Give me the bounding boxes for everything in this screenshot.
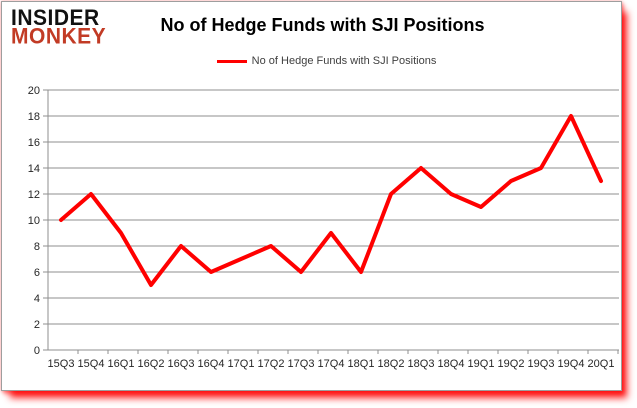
svg-text:18Q4: 18Q4 (438, 358, 465, 370)
svg-text:10: 10 (28, 215, 40, 227)
svg-text:16Q2: 16Q2 (138, 358, 165, 370)
svg-text:12: 12 (28, 189, 40, 201)
svg-text:16Q1: 16Q1 (108, 358, 135, 370)
svg-text:19Q2: 19Q2 (498, 358, 525, 370)
svg-text:16Q3: 16Q3 (168, 358, 195, 370)
chart-card: INSIDER MONKEY No of Hedge Funds with SJ… (1, 1, 622, 391)
svg-text:18: 18 (28, 111, 40, 123)
svg-text:20: 20 (28, 85, 40, 97)
svg-text:17Q2: 17Q2 (258, 358, 285, 370)
insider-monkey-logo: INSIDER MONKEY (11, 5, 107, 50)
svg-text:17Q1: 17Q1 (228, 358, 255, 370)
svg-text:4: 4 (34, 293, 40, 305)
axis-ticks (43, 89, 619, 354)
svg-text:18Q1: 18Q1 (348, 358, 375, 370)
series-line (59, 114, 603, 287)
logo-insider-text: INSIDER (11, 5, 100, 30)
svg-text:17Q3: 17Q3 (288, 358, 315, 370)
gridlines (48, 89, 619, 351)
legend-line-swatch-icon (216, 59, 247, 63)
svg-text:18Q3: 18Q3 (408, 358, 435, 370)
legend-label: No of Hedge Funds with SJI Positions (251, 55, 437, 67)
svg-text:0: 0 (34, 345, 40, 357)
svg-text:16Q4: 16Q4 (198, 358, 225, 370)
y-axis-labels: 0 2 4 6 8 10 12 14 16 18 20 (28, 85, 40, 357)
chart-svg: 0 2 4 6 8 10 12 14 16 18 20 15Q3 15Q4 16Q1 16Q2 16Q3 16Q… (28, 85, 619, 370)
logo-monkey-text: MONKEY (11, 25, 107, 50)
x-axis-labels: 15Q3 15Q4 16Q1 16Q2 16Q3 16Q4 17Q1 17Q2 17Q3 17Q4… (48, 358, 615, 370)
legend: No of Hedge Funds with SJI Positions (2, 55, 621, 67)
svg-text:19Q3: 19Q3 (528, 358, 555, 370)
svg-text:17Q4: 17Q4 (318, 358, 345, 370)
svg-text:15Q4: 15Q4 (78, 358, 105, 370)
svg-text:18Q2: 18Q2 (378, 358, 405, 370)
svg-text:20Q1: 20Q1 (588, 358, 615, 370)
svg-text:15Q3: 15Q3 (48, 358, 75, 370)
chart-title: No of Hedge Funds with SJI Positions (160, 15, 485, 35)
svg-text:2: 2 (34, 319, 40, 331)
svg-text:16: 16 (28, 137, 40, 149)
svg-text:8: 8 (34, 241, 40, 253)
svg-text:6: 6 (34, 267, 40, 279)
svg-text:19Q4: 19Q4 (558, 358, 585, 370)
svg-text:19Q1: 19Q1 (468, 358, 495, 370)
svg-text:14: 14 (28, 163, 40, 175)
